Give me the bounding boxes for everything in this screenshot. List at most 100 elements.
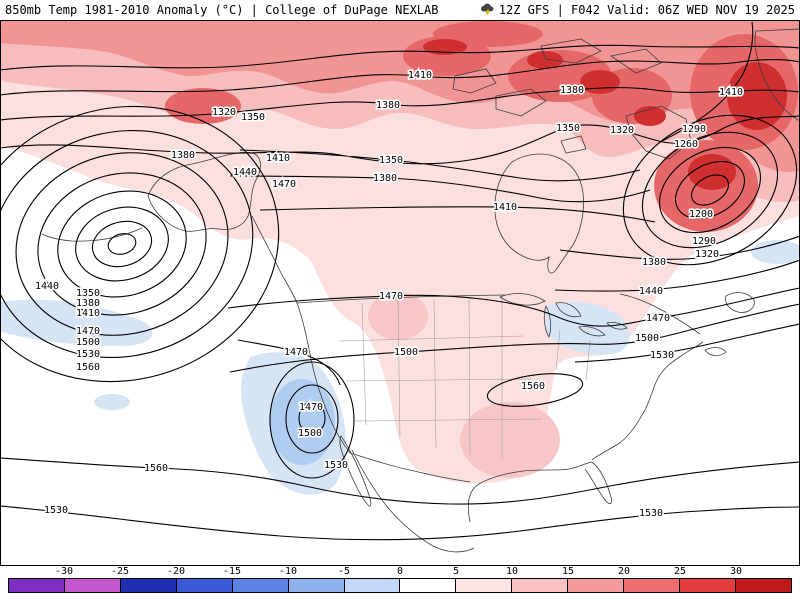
contour-label: 1320	[610, 125, 634, 136]
contour-label: 1470	[299, 402, 323, 413]
contour-ring	[57, 190, 187, 298]
northeast-canada-low-rings	[622, 114, 798, 266]
colorbar-cell	[9, 579, 65, 592]
contour-ring	[1, 105, 280, 383]
contour-lines	[1, 21, 799, 541]
contour-label: 1470	[646, 313, 670, 324]
contour-label: 1500	[394, 347, 418, 358]
contour-label: 1410	[719, 87, 743, 98]
contour-label: 1530	[76, 349, 100, 360]
weather-map: 1410 1380 1320 1350 1380 1410 1440 1470 1350 1380…	[0, 20, 800, 566]
contour-label: 1290	[682, 124, 706, 135]
colorbar-tick-label: -5	[337, 566, 351, 577]
contour-label: 1470	[379, 291, 403, 302]
cold-core	[269, 379, 335, 465]
colorbar-tick-label: 10	[505, 566, 519, 577]
contour-label: 1320	[695, 249, 719, 260]
cold-anomaly-shading	[1, 240, 799, 495]
colorbar-cell	[680, 579, 736, 592]
contour-label: 1410	[408, 70, 432, 81]
colorbar-cell	[456, 579, 513, 592]
colorbar-cell	[176, 579, 233, 592]
geography	[41, 28, 799, 553]
contour-label: 1350	[556, 123, 580, 134]
contour-label: 1470	[284, 347, 308, 358]
contour-label: 1440	[233, 167, 257, 178]
colorbar-cell	[512, 579, 569, 592]
model-run-info: 12Z GFS | F042 Valid: 06Z WED NOV 19 202…	[480, 3, 795, 17]
colorbar-cell	[400, 579, 457, 592]
contour-ring	[75, 206, 169, 282]
contour-label: 1470	[272, 179, 296, 190]
cold-shade	[94, 394, 130, 410]
warm-core	[165, 88, 241, 124]
contour-label: 1380	[76, 298, 100, 309]
cold-shade	[751, 240, 799, 264]
contour-ring	[641, 131, 779, 249]
colorbar-tick-label: -30	[54, 566, 74, 577]
contour-ring	[622, 114, 798, 266]
contour-label: 1410	[493, 202, 517, 213]
colorbar-cell	[344, 579, 401, 592]
contour-label: 1500	[635, 333, 659, 344]
state-borders	[339, 295, 591, 458]
contour-label: 1500	[298, 428, 322, 439]
colorbar-cell	[288, 579, 345, 592]
colorbar-cell	[232, 579, 289, 592]
contour-label: 1530	[639, 508, 663, 519]
contour-label: 1200	[689, 209, 713, 220]
contour-label: 1560	[521, 381, 545, 392]
contour-ring	[15, 152, 229, 336]
contour-label: 1560	[144, 463, 168, 474]
contour-label: 1410	[76, 308, 100, 319]
warm-shade-patch	[460, 402, 560, 478]
contour-label: 1470	[76, 326, 100, 337]
colorbar-scale	[8, 578, 792, 593]
colorbar-tick-label: 15	[561, 566, 575, 577]
colorbar-cell	[568, 579, 625, 592]
contour-label: 1350	[76, 288, 100, 299]
contour-ring	[269, 361, 355, 479]
contour-label: 1440	[639, 286, 663, 297]
contour-ring	[658, 146, 762, 234]
contour-ring	[298, 401, 326, 435]
colorbar-tick-label: -25	[110, 566, 130, 577]
contour-label: 1410	[266, 153, 290, 164]
warm-anomaly-shading	[1, 21, 799, 484]
contour-ring	[285, 384, 339, 454]
gulf-of-alaska-low-rings	[1, 105, 280, 383]
contour-ring	[690, 174, 730, 206]
coastline	[41, 152, 755, 553]
warm-core	[433, 21, 543, 47]
model-valid-text: 12Z GFS | F042 Valid: 06Z WED NOV 19 202…	[498, 3, 795, 17]
contour-ring	[486, 373, 584, 407]
colorbar: -30 -25 -20 -15 -10 -5 0 5 10 15 20 25 30	[8, 566, 792, 593]
colorbar-tick-label: 5	[452, 566, 460, 577]
colorbar-tick-label: 0	[396, 566, 404, 577]
warm-max	[634, 106, 666, 126]
contour-label: 1380	[373, 173, 397, 184]
contour-label: 1350	[241, 112, 265, 123]
colorbar-cell	[735, 579, 791, 592]
contour-ring	[675, 160, 745, 220]
contour-label: 1380	[560, 85, 584, 96]
contour-label: 1530	[650, 350, 674, 361]
colorbar-tick-label: -10	[278, 566, 298, 577]
great-lakes	[499, 293, 628, 338]
contour-label: 1500	[76, 337, 100, 348]
colorbar-tick-label: 30	[729, 566, 743, 577]
baja-cutoff-low-rings	[269, 361, 355, 479]
colorbar-cell	[64, 579, 121, 592]
cold-shade	[1, 299, 153, 346]
height-contours	[1, 21, 799, 541]
warm-shade-strong	[1, 21, 799, 172]
contour-label: 1380	[642, 257, 666, 268]
contour-label: 1530	[324, 460, 348, 471]
contour-label: 1290	[692, 236, 716, 247]
map-header: 850mb Temp 1981-2010 Anomaly (°C) | Coll…	[0, 0, 800, 20]
contour-label: 1380	[376, 100, 400, 111]
warm-max	[423, 39, 467, 55]
colorbar-tick-label: 20	[617, 566, 631, 577]
